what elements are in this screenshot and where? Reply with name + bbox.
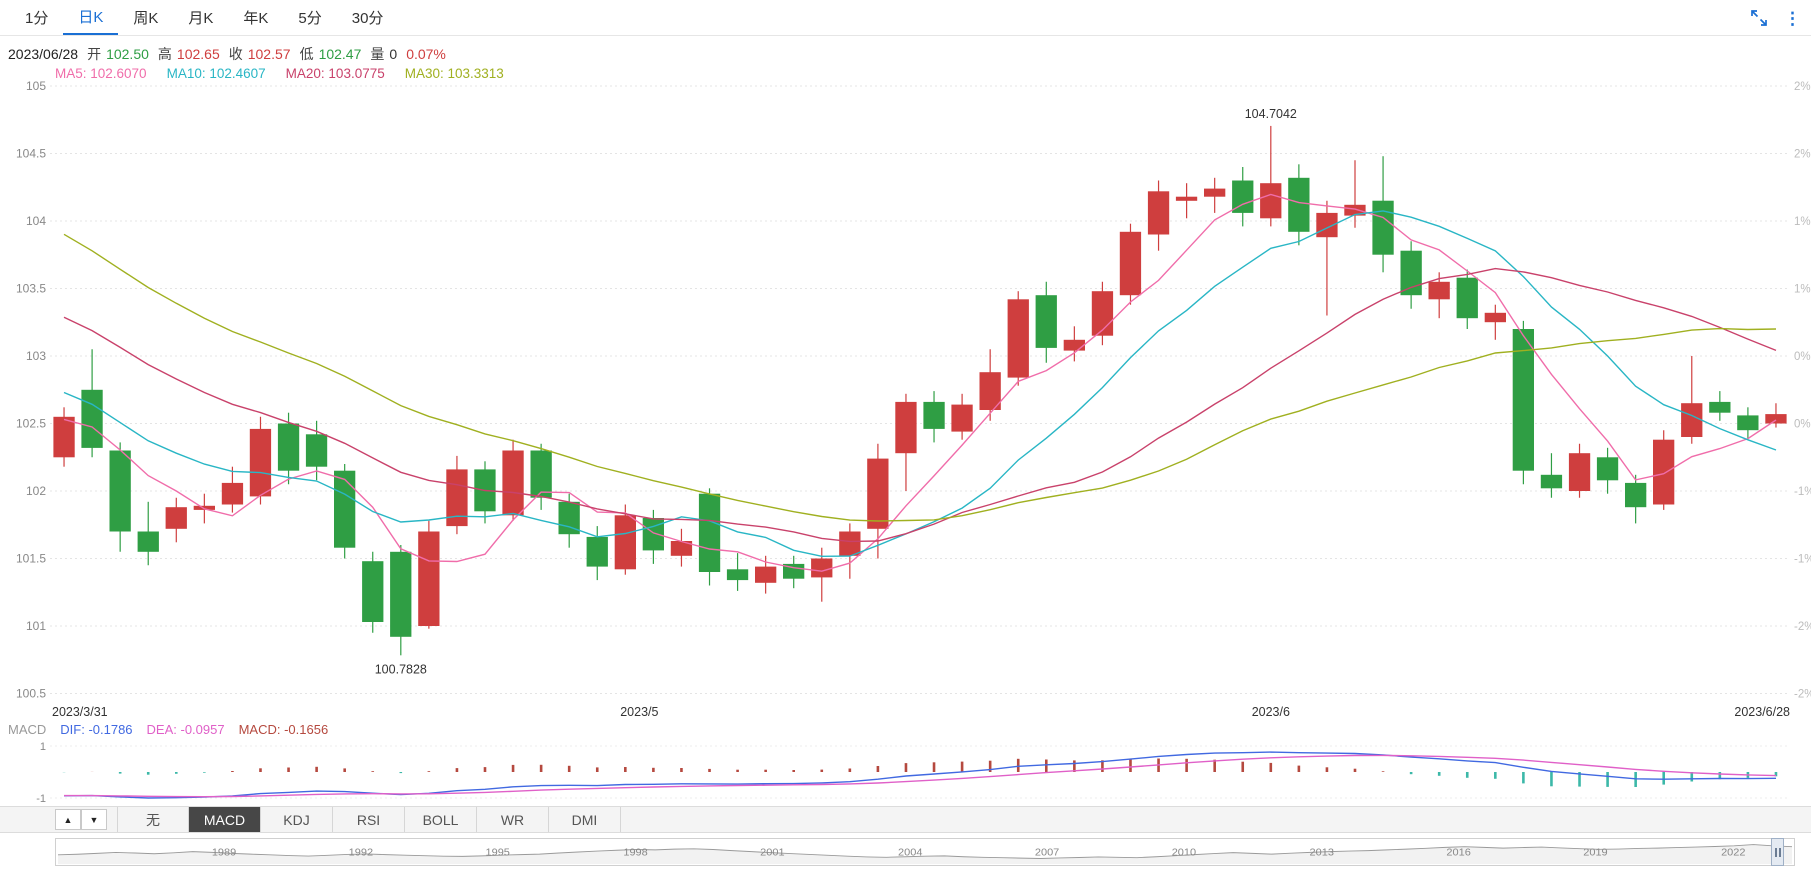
svg-text:100.5: 100.5 (16, 687, 46, 701)
svg-text:103: 103 (26, 349, 46, 363)
indicator-tab-macd[interactable]: MACD (189, 807, 261, 832)
svg-text:0%: 0% (1794, 351, 1811, 363)
candlestick-chart[interactable]: 105 2% 104.5 2% 104 1% 103.5 1% 103 0% 102.5 0% 102 -… (0, 78, 1811, 728)
svg-text:102.5: 102.5 (16, 417, 46, 431)
svg-text:2023/6: 2023/6 (1252, 705, 1290, 719)
tab-yearly[interactable]: 年K (243, 10, 269, 27)
ma30-legend: MA30: 103.3313 (404, 66, 504, 81)
svg-text:2019: 2019 (1583, 847, 1608, 859)
close-value: 102.57 (247, 46, 291, 62)
svg-text:101.5: 101.5 (16, 552, 46, 566)
dea-value: DEA: -0.0957 (146, 722, 225, 737)
open-value: 102.50 (106, 46, 149, 62)
svg-text:1%: 1% (1794, 216, 1811, 228)
tab-daily[interactable]: 日K (63, 0, 119, 35)
ma20-legend: MA20: 103.0775 (285, 66, 385, 81)
quote-date: 2023/06/28 (8, 46, 79, 62)
svg-text:2001: 2001 (760, 847, 785, 859)
svg-text:101: 101 (26, 619, 46, 633)
svg-text:104: 104 (26, 214, 46, 228)
svg-text:103.5: 103.5 (16, 282, 46, 296)
svg-text:-2%: -2% (1794, 621, 1811, 633)
svg-text:1: 1 (40, 741, 46, 753)
tab-5min[interactable]: 5分 (298, 10, 322, 27)
low-label: 低 (299, 46, 314, 62)
handle-grip-icon (1774, 847, 1777, 857)
svg-text:105: 105 (26, 79, 46, 93)
indicator-tab-rsi[interactable]: RSI (333, 807, 405, 832)
svg-text:2023/5: 2023/5 (620, 705, 658, 719)
svg-text:2%: 2% (1794, 81, 1811, 93)
indicator-tab-wr[interactable]: WR (477, 807, 549, 832)
svg-text:2023/3/31: 2023/3/31 (52, 705, 108, 719)
indicator-tab-boll[interactable]: BOLL (405, 807, 477, 832)
svg-text:2023/6/28: 2023/6/28 (1734, 705, 1790, 719)
svg-text:2007: 2007 (1035, 847, 1060, 859)
svg-text:2004: 2004 (898, 847, 923, 859)
indicator-tab-kdj[interactable]: KDJ (261, 807, 333, 832)
indicator-bar: ▲ ▼ 无 MACD KDJ RSI BOLL WR DMI (0, 806, 1811, 833)
svg-text:-1%: -1% (1794, 554, 1811, 566)
svg-text:2010: 2010 (1172, 847, 1197, 859)
svg-text:1992: 1992 (349, 847, 374, 859)
volume-value: 0 (389, 46, 398, 62)
svg-text:1995: 1995 (486, 847, 511, 859)
macd-title: MACD (8, 722, 47, 737)
pane-up-button[interactable]: ▲ (55, 809, 81, 830)
svg-text:1%: 1% (1794, 284, 1811, 296)
navigator-handle[interactable] (1771, 838, 1784, 866)
more-icon[interactable]: ⋮ (1784, 8, 1801, 28)
open-label: 开 (87, 46, 102, 62)
pane-down-button[interactable]: ▼ (81, 809, 107, 830)
navigator-chart[interactable]: 1989 1992 1995 1998 2001 2004 2007 2010 2013 2016… (56, 839, 1794, 865)
indicator-tab-dmi[interactable]: DMI (549, 807, 621, 832)
indicator-tab-none[interactable]: 无 (117, 807, 189, 832)
svg-text:104.5: 104.5 (16, 147, 46, 161)
svg-text:1989: 1989 (212, 847, 237, 859)
tab-weekly[interactable]: 周K (133, 10, 159, 27)
close-label: 收 (228, 46, 243, 62)
period-tabbar: 1分 日K 周K 月K 年K 5分 30分 ⋮ (0, 0, 1811, 36)
svg-text:104.7042: 104.7042 (1245, 107, 1297, 121)
ma5-legend: MA5: 102.6070 (55, 66, 147, 81)
timeline-navigator[interactable]: 1989 1992 1995 1998 2001 2004 2007 2010 2013 2016… (55, 838, 1795, 866)
macd-legend: MACD DIF: -0.1786 DEA: -0.0957 MACD: -0.… (8, 722, 328, 737)
svg-text:2%: 2% (1794, 149, 1811, 161)
svg-text:1998: 1998 (623, 847, 648, 859)
volume-label: 量 (370, 46, 385, 62)
svg-text:-1%: -1% (1794, 486, 1811, 498)
ma10-legend: MA10: 102.4607 (166, 66, 266, 81)
tabbar-icons: ⋮ (1750, 0, 1801, 36)
svg-text:2022: 2022 (1721, 847, 1746, 859)
change-percent: 0.07% (406, 46, 446, 62)
svg-text:-1: -1 (36, 793, 46, 805)
tab-1min[interactable]: 1分 (25, 10, 49, 27)
svg-text:-2%: -2% (1794, 689, 1811, 701)
ma-legend: MA5: 102.6070 MA10: 102.4607 MA20: 103.0… (55, 66, 504, 81)
macd-chart[interactable]: 1 -1 (0, 738, 1811, 806)
dif-value: DIF: -0.1786 (60, 722, 133, 737)
expand-icon[interactable] (1750, 9, 1768, 27)
high-label: 高 (157, 46, 172, 62)
high-value: 102.65 (176, 46, 220, 62)
quote-bar: 2023/06/28 开 102.50 高 102.65 收 102.57 低 … (8, 44, 450, 64)
svg-text:0%: 0% (1794, 419, 1811, 431)
svg-text:102: 102 (26, 484, 46, 498)
tab-30min[interactable]: 30分 (351, 10, 384, 27)
indicator-tabs: 无 MACD KDJ RSI BOLL WR DMI (117, 807, 621, 832)
low-value: 102.47 (318, 46, 362, 62)
macd-value: MACD: -0.1656 (238, 722, 329, 737)
svg-text:2016: 2016 (1446, 847, 1471, 859)
tab-monthly[interactable]: 月K (188, 10, 214, 27)
svg-text:100.7828: 100.7828 (375, 662, 427, 676)
svg-text:2013: 2013 (1310, 847, 1335, 859)
